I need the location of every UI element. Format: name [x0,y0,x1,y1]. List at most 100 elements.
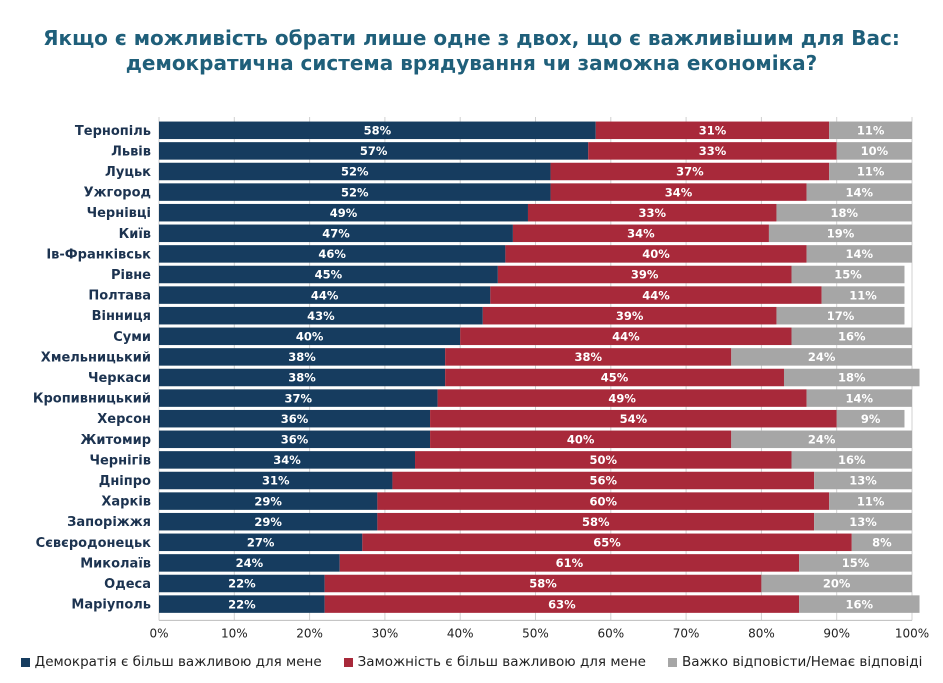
bar-segment [490,286,822,304]
data-label: 16% [838,330,866,344]
legend-label-democracy: Демократія є більш важливою для мене [34,654,322,670]
data-label: 44% [612,330,640,344]
bar-segment [159,306,483,325]
bar-segment [814,471,912,490]
bar-segment [512,224,769,243]
bar-segment [791,451,912,469]
data-label: 29% [254,494,282,508]
bar-segment [482,306,777,325]
bar-segment [415,451,792,469]
data-label: 36% [281,433,309,447]
data-label: 45% [601,371,629,385]
data-label: 14% [846,185,874,199]
category-label: Дніпро [99,474,151,489]
data-label: 58% [582,515,610,529]
bar-segment [159,245,506,263]
legend-item-hard-to-say: Важко відповісти/Немає відповіді [667,654,922,670]
data-label: 39% [616,309,644,323]
data-label: 16% [838,453,866,467]
data-label: 31% [699,124,727,138]
data-label: 38% [574,350,602,364]
data-label: 14% [846,247,874,261]
x-tick-label: 20% [296,626,323,640]
data-label: 34% [627,227,655,241]
category-label: Харків [101,495,151,510]
data-label: 49% [608,391,636,405]
data-label: 11% [849,288,877,302]
category-label: Запоріжжя [67,515,151,530]
legend-label-wealth: Заможність є більш важливою для мене [357,654,646,670]
data-label: 47% [322,227,350,241]
data-label: 58% [529,577,557,591]
data-label: 40% [642,247,670,261]
bar-segment [505,245,807,263]
data-label: 15% [834,268,862,282]
data-label: 57% [360,144,388,158]
data-label: 18% [830,206,858,220]
chart-title-line-1: Якщо є можливість обрати лише одне з дво… [43,26,900,50]
x-tick-label: 90% [823,626,850,640]
data-label: 22% [228,597,256,611]
category-label: Херсон [97,412,151,427]
bar-segment [159,554,340,572]
bar-segment [377,492,830,510]
bar-segment [159,368,446,387]
data-label: 38% [288,350,316,364]
bar-segment [550,183,807,201]
category-label: Київ [119,227,151,242]
data-label: 24% [236,556,264,570]
data-label: 52% [341,185,369,199]
bar-segment [768,224,912,243]
data-label: 37% [285,391,313,405]
data-label: 24% [808,350,836,364]
data-label: 50% [590,453,618,467]
bar-segment [430,409,837,428]
chart-legend: Демократія є більш важливою для мене Зам… [0,654,943,670]
bar-segment [159,224,513,243]
bar-segment [159,348,446,366]
category-label: Маріуполь [71,598,151,613]
bar-segment [159,286,491,304]
category-label: Ужгород [84,186,151,201]
data-label: 36% [281,412,309,426]
data-label: 8% [872,536,892,550]
x-tick-label: 30% [372,626,399,640]
bar-segment [814,512,912,531]
x-tick-label: 10% [221,626,248,640]
bar-segment [806,183,912,201]
legend-swatch-wealth [343,657,353,667]
data-label: 37% [676,165,704,179]
data-label: 54% [620,412,648,426]
bar-segment [159,471,393,490]
bar-segment [836,409,905,428]
bar-segment [159,451,416,469]
bar-segment [159,492,378,510]
category-label: Чернігів [89,453,151,468]
bar-segment [497,265,792,284]
category-label: Ів-Франківськ [46,247,151,262]
bar-segment [776,203,912,222]
data-label: 40% [296,330,324,344]
data-label: 43% [307,309,335,323]
legend-item-democracy: Демократія є більш важливою для мене [20,654,322,670]
category-label: Черкаси [88,371,151,386]
data-label: 49% [330,206,358,220]
data-label: 52% [341,165,369,179]
data-label: 60% [590,494,618,508]
bar-segment [159,430,431,449]
bar-segment [362,533,852,552]
category-label: Вінниця [92,309,151,324]
data-label: 46% [318,247,346,261]
bar-segment [761,574,912,593]
category-label: Полтава [88,289,151,304]
bar-segment [437,389,807,407]
data-label: 31% [262,474,290,488]
x-tick-label: 100% [895,626,929,640]
bar-segment [829,492,912,510]
bar-segment [731,348,912,366]
bar-segment [783,368,920,387]
bar-segment [791,327,912,346]
x-tick-label: 50% [522,626,549,640]
data-label: 11% [857,124,885,138]
data-label: 22% [228,577,256,591]
